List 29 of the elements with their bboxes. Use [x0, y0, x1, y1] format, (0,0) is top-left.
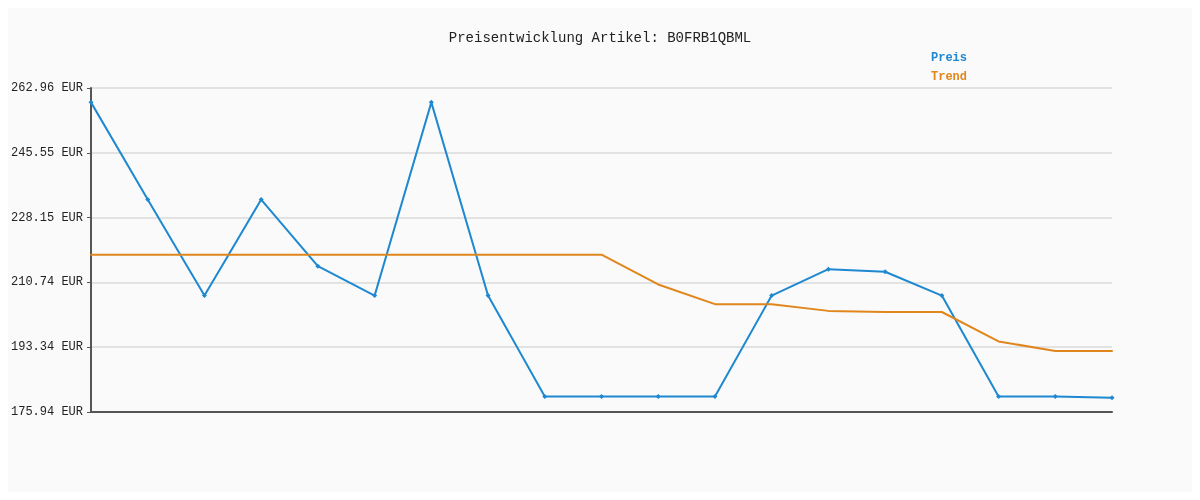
point [542, 394, 548, 400]
point [1109, 395, 1115, 401]
y-tick-label: 228.15 EUR [11, 210, 84, 225]
point [996, 394, 1002, 400]
y-tick-label: 175.94 EUR [11, 405, 84, 419]
text: Preis [930, 51, 968, 65]
y-tick-label: 245.55 EUR [11, 145, 84, 160]
y-tick-label: 210.74 EUR [11, 275, 84, 290]
point [88, 99, 94, 105]
point [372, 293, 378, 299]
point [825, 266, 831, 272]
text: Trend [930, 70, 968, 84]
chart-title: Preisentwicklung Artikel: B0FRB1QBML [448, 30, 752, 46]
point [882, 269, 888, 275]
point [939, 293, 945, 299]
point [258, 197, 264, 203]
y-tick-label: 262.96 EUR [11, 81, 84, 95]
line-series [90, 253, 1113, 353]
point [485, 293, 491, 299]
point [655, 394, 661, 400]
point [201, 293, 207, 299]
point [769, 293, 775, 299]
point [428, 99, 434, 105]
point [599, 394, 605, 400]
y-tick-label: 193.34 EUR [11, 340, 84, 355]
point [145, 197, 151, 203]
point [712, 394, 718, 400]
point [1052, 394, 1058, 400]
point [315, 263, 321, 269]
